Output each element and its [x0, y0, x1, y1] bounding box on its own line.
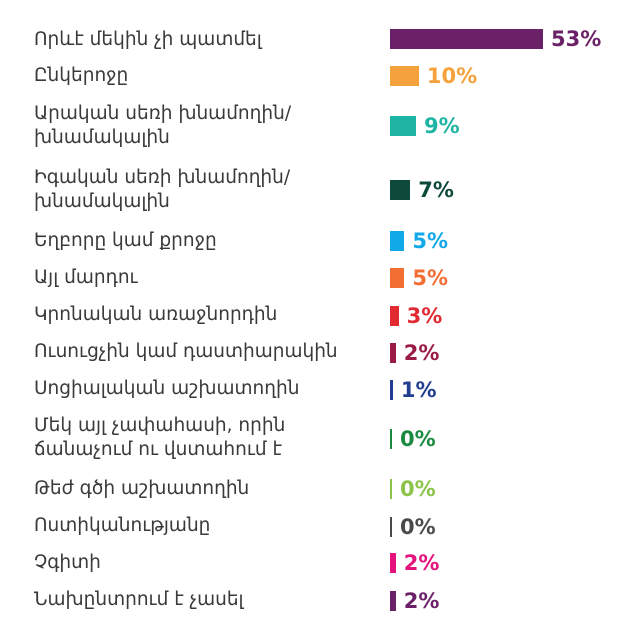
bar — [390, 429, 392, 449]
category-label: Սոցիալական աշխատողին — [34, 378, 300, 399]
value-label: 3% — [406, 304, 443, 328]
value-label: 10% — [426, 64, 478, 88]
category-label: Կրոնական առաջնորդին — [34, 304, 278, 325]
bar — [390, 231, 405, 251]
category-label: Իգական սեռի խնամողին/խնամակալին — [34, 167, 291, 212]
bar — [390, 306, 399, 326]
value-label: 7% — [418, 178, 454, 202]
value-label: 0% — [400, 477, 436, 501]
bar — [390, 591, 396, 611]
bar — [390, 479, 392, 499]
value-label: 1% — [400, 378, 437, 402]
category-label: Այլ մարդու — [34, 267, 138, 288]
value-label: 53% — [551, 27, 602, 51]
value-label: 2% — [403, 589, 440, 613]
value-label: 2% — [403, 551, 440, 575]
bar — [390, 380, 393, 400]
category-label: Արական սեռի խնամողին/խնամակալին — [34, 103, 292, 148]
bar — [390, 66, 419, 86]
value-label: 2% — [403, 341, 440, 365]
bar — [390, 343, 396, 363]
value-label: 5% — [412, 229, 449, 253]
bar — [390, 268, 405, 288]
bar — [390, 553, 396, 573]
bar — [390, 29, 543, 49]
value-label: 9% — [423, 114, 460, 138]
category-label: Որևէ մեկին չի պատմել — [34, 29, 262, 50]
bar — [390, 517, 392, 537]
bar — [390, 180, 411, 200]
category-label: Թեժ գծի աշխատողին — [34, 478, 250, 499]
bar — [390, 116, 416, 136]
value-label: 0% — [400, 515, 436, 539]
category-label: Մեկ այլ չափահասի, որին ճանաչում ու վստահ… — [34, 415, 286, 460]
value-label: 5% — [412, 266, 449, 290]
category-label: Ոստիկանությանը — [34, 515, 211, 536]
category-label: Եղբորը կամ քրոջը — [34, 230, 217, 251]
category-label: Նախընտրում է չասել — [34, 589, 244, 610]
value-label: 0% — [400, 427, 436, 451]
category-label: Ուսուցչին կամ դաստիարակին — [34, 341, 338, 362]
category-label: Չգիտի — [34, 552, 101, 573]
category-label: Ընկերոջը — [34, 65, 129, 86]
